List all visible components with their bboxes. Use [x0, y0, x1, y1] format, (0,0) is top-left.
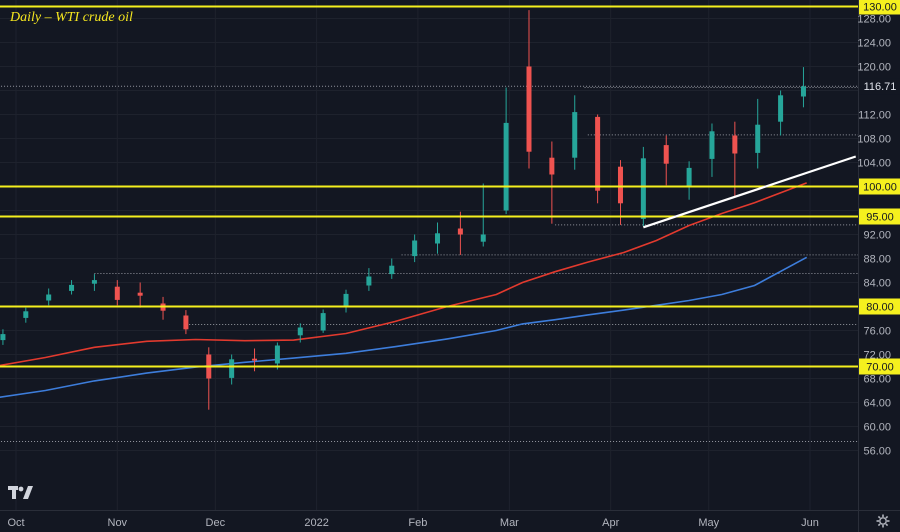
price-tick-label: 128.00	[857, 14, 891, 26]
level-price-badge	[859, 0, 900, 15]
time-tick-label: Jun	[801, 517, 819, 529]
candle-body	[480, 234, 486, 242]
level-price-label: 100.00	[863, 182, 897, 194]
candle-body	[0, 334, 6, 341]
candle-body	[800, 86, 806, 97]
price-tick-label: 60.00	[863, 422, 891, 434]
price-tick-label: 88.00	[863, 254, 891, 266]
price-tick-label: 112.00	[858, 110, 891, 122]
candle-body	[663, 145, 669, 164]
candle-body	[183, 315, 189, 330]
price-axis: 56.0060.0064.0068.0072.0076.0084.0088.00…	[857, 0, 900, 458]
price-tick-label: 84.00	[863, 278, 891, 290]
price-tick-label: 124.00	[857, 38, 891, 50]
candle-body	[755, 124, 761, 153]
candle-body	[389, 265, 395, 275]
level-price-badge	[859, 358, 900, 375]
last-price-label: 116.71	[864, 81, 897, 93]
price-tick-label: 104.00	[857, 158, 891, 170]
level-price-badge	[859, 298, 900, 315]
candle-body	[69, 284, 75, 291]
candle-body	[137, 292, 143, 296]
time-tick-label: Mar	[500, 517, 519, 529]
candle-body	[640, 158, 646, 219]
chart-title: Daily – WTI crude oil	[10, 10, 133, 25]
candle-body	[320, 313, 326, 331]
time-tick-label: 2022	[304, 517, 328, 529]
time-axis: Oct Nov Dec 2022 Feb Mar Apr May Jun	[7, 517, 818, 529]
level-price-label: 80.00	[866, 302, 894, 314]
candle-body	[435, 233, 441, 244]
candle-body	[778, 95, 784, 122]
candle-body	[412, 240, 418, 257]
time-tick-label: May	[698, 517, 719, 529]
last-price-badge	[859, 78, 900, 95]
candle-body	[229, 359, 235, 378]
candle-body	[595, 116, 601, 191]
candle-body	[457, 228, 463, 235]
time-tick-label: Apr	[602, 517, 619, 529]
candle-body	[549, 157, 555, 175]
price-tick-label: 92.00	[863, 230, 891, 242]
candle-body	[114, 286, 120, 300]
candle-body	[686, 167, 692, 188]
level-price-badge	[859, 208, 900, 225]
candle-body	[709, 131, 715, 159]
price-tick-label: 120.00	[857, 62, 891, 74]
level-price-label: 130.00	[863, 2, 897, 14]
candle-body	[46, 294, 52, 301]
price-tick-label: 68.00	[863, 374, 891, 386]
price-tick-label: 108.00	[857, 134, 891, 146]
moving-average-line-1	[0, 182, 807, 367]
level-price-label: 70.00	[866, 362, 894, 374]
candle-body	[503, 122, 509, 211]
gear-icon[interactable]	[876, 514, 890, 528]
price-tick-label: 64.00	[863, 398, 891, 410]
candle-body	[526, 66, 532, 152]
candle-body	[366, 276, 372, 286]
candle-body	[297, 327, 303, 336]
trendline	[643, 155, 857, 229]
candle-body	[252, 358, 258, 361]
level-price-label: 95.00	[866, 212, 894, 224]
level-price-badge	[859, 178, 900, 195]
moving-average-line-2	[0, 256, 808, 398]
time-tick-label: Nov	[108, 517, 128, 529]
candle-body	[91, 280, 97, 284]
time-tick-label: Dec	[206, 517, 226, 529]
price-tick-label: 76.00	[863, 326, 891, 338]
candle-body	[572, 112, 578, 158]
candle-body	[732, 135, 738, 154]
tradingview-logo-icon[interactable]	[8, 484, 34, 502]
candle-body	[343, 293, 349, 306]
time-tick-label: Oct	[7, 517, 24, 529]
candle-body	[617, 166, 623, 204]
time-tick-label: Feb	[408, 517, 427, 529]
candle-body	[23, 311, 29, 318]
price-tick-label: 56.00	[863, 446, 891, 458]
candles	[0, 10, 806, 410]
candle-body	[274, 345, 280, 364]
